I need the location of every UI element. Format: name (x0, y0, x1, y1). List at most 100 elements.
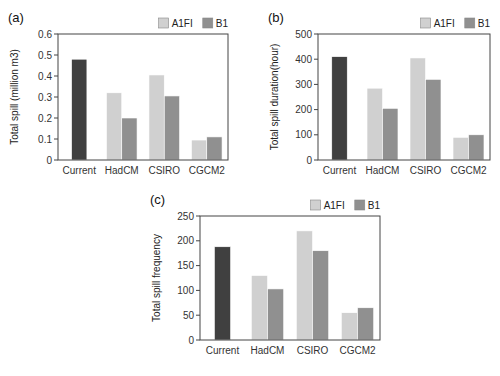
y-tick-label: 400 (295, 54, 312, 65)
bar (426, 79, 441, 160)
legend-swatch (421, 18, 431, 28)
y-tick (54, 97, 58, 98)
legend-swatch (465, 18, 475, 28)
y-tick-label: 0 (188, 335, 194, 346)
y-tick (196, 240, 200, 241)
legend-swatch (159, 18, 169, 28)
panel: 0 50 100 150 200 250 Current HadCM CSIRO CGCM2 Tot… (150, 192, 380, 356)
bar (332, 57, 347, 160)
panel-title: (a) (8, 10, 24, 25)
plot-frame (318, 34, 490, 160)
legend-label: B1 (368, 200, 381, 211)
bar (191, 140, 206, 160)
bar (214, 247, 230, 340)
bar (207, 137, 222, 160)
y-tick (314, 134, 318, 135)
legend-swatch (203, 18, 213, 28)
y-tick-label: 200 (295, 104, 312, 115)
bar (268, 289, 284, 340)
y-tick (196, 340, 200, 341)
legend: A1FI B1 (159, 18, 229, 29)
y-tick-label: 300 (295, 79, 312, 90)
bar (251, 276, 267, 340)
x-tick-label: HadCM (105, 165, 139, 176)
y-tick (314, 160, 318, 161)
bar (149, 75, 164, 160)
y-tick (54, 76, 58, 77)
y-axis-label: Total spill frequency (151, 234, 162, 322)
bars (214, 231, 373, 340)
x-tick-label: CSIRO (297, 345, 329, 356)
bar (72, 59, 87, 160)
bar (453, 137, 468, 160)
y-tick (314, 34, 318, 35)
y-tick-label: 150 (177, 260, 194, 271)
y-tick-label: 50 (183, 310, 195, 321)
x-tick-label: Current (323, 165, 357, 176)
panel-title: (c) (150, 192, 165, 207)
legend-label: A1FI (172, 18, 193, 29)
y-tick (54, 139, 58, 140)
legend: A1FI B1 (311, 200, 381, 211)
y-tick-label: 0.4 (38, 71, 52, 82)
bar (410, 58, 425, 160)
x-tick-label: CSIRO (148, 165, 180, 176)
plot-frame (58, 34, 228, 160)
y-tick (314, 109, 318, 110)
legend-label: A1FI (434, 18, 455, 29)
panel: 0 0.1 0.2 0.3 0.4 0.5 0.6 Current HadCM CSIRO CGCM… (8, 10, 228, 176)
x-tick-label: CSIRO (410, 165, 442, 176)
bar (358, 308, 374, 340)
y-tick-label: 200 (177, 235, 194, 246)
legend-label: A1FI (324, 200, 345, 211)
x-tick-label: Current (63, 165, 97, 176)
bars (332, 57, 484, 160)
legend-label: B1 (216, 18, 229, 29)
x-tick-label: HadCM (251, 345, 285, 356)
panel: 0100200300400500CurrentHadCMCSIROCGCM2To… (268, 10, 490, 176)
bars (72, 59, 222, 160)
y-tick-label: 0.1 (38, 134, 52, 145)
x-tick-label: CGCM2 (450, 165, 487, 176)
y-tick (196, 290, 200, 291)
bar (341, 313, 357, 340)
bar (383, 108, 398, 160)
y-tick-label: 0.5 (38, 50, 52, 61)
y-tick (314, 84, 318, 85)
y-tick (54, 34, 58, 35)
y-tick (54, 160, 58, 161)
y-tick (314, 59, 318, 60)
plot-frame (200, 216, 380, 340)
legend-swatch (311, 200, 321, 210)
bar (164, 96, 179, 160)
legend-swatch (355, 200, 365, 210)
y-tick-label: 250 (177, 211, 194, 222)
x-tick-label: Current (206, 345, 240, 356)
chart-root: 0 0.1 0.2 0.3 0.4 0.5 0.6 Current HadCM CSIRO CGCM… (0, 0, 500, 376)
y-axis-label: Total spill duration(hour) (269, 44, 280, 151)
x-tick-label: CGCM2 (189, 165, 226, 176)
bar (122, 118, 137, 160)
bar (469, 135, 484, 160)
y-tick (54, 118, 58, 119)
bar (313, 251, 329, 340)
y-tick-label: 0 (306, 155, 312, 166)
y-tick-label: 500 (295, 29, 312, 40)
y-tick-label: 100 (177, 285, 194, 296)
legend-label: B1 (478, 18, 491, 29)
y-tick-label: 0.2 (38, 113, 52, 124)
y-tick (196, 216, 200, 217)
legend: A1FI B1 (421, 18, 491, 29)
x-tick-label: CGCM2 (339, 345, 376, 356)
y-tick (196, 315, 200, 316)
bar (367, 88, 382, 160)
panel-title: (b) (268, 10, 284, 25)
y-tick (54, 55, 58, 56)
y-tick-label: 0.6 (38, 29, 52, 40)
y-axis-label: Total spill (million m3) (9, 49, 20, 145)
bar (106, 93, 121, 160)
x-tick-label: HadCM (366, 165, 400, 176)
y-tick-label: 0 (46, 155, 52, 166)
y-tick (196, 265, 200, 266)
y-tick-label: 0.3 (38, 92, 52, 103)
